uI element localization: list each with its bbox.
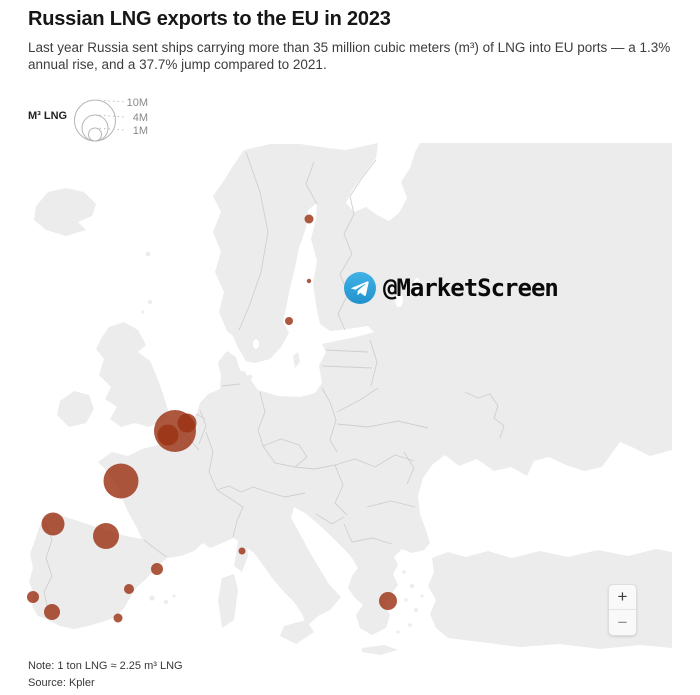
chart-subtitle: Last year Russia sent ships carrying mor… (28, 40, 671, 72)
lng-bubbles-layer (27, 214, 397, 623)
legend-unit-label: M³ LNG (28, 110, 68, 122)
lng-bubble[interactable] (113, 613, 123, 623)
lng-bubble[interactable] (93, 523, 119, 549)
lng-bubble[interactable] (44, 604, 60, 620)
island-iceland (34, 188, 96, 236)
island-sardinia (218, 574, 238, 628)
lng-bubble[interactable] (285, 317, 293, 325)
page-title: Russian LNG exports to the EU in 2023 (28, 8, 391, 30)
island-corsica (234, 540, 248, 572)
legend-leader-line (94, 114, 127, 118)
lng-bubble[interactable] (103, 463, 139, 499)
legend-leader-line (94, 127, 127, 131)
small-islands (141, 251, 424, 634)
lng-bubble[interactable] (177, 413, 197, 433)
watermark-handle: @MarketScreen (383, 274, 559, 302)
lng-bubble[interactable] (304, 214, 314, 224)
zoom-out-button[interactable]: − (609, 610, 636, 635)
lng-bubble[interactable] (306, 278, 312, 284)
island-ireland (57, 391, 94, 427)
island-great-britain (96, 322, 168, 427)
lng-bubble[interactable] (238, 547, 246, 555)
landmass-continental-europe (29, 143, 672, 635)
legend-size-label: 10M (127, 97, 148, 109)
telegram-icon (344, 272, 376, 304)
lakes (253, 278, 421, 349)
country-borders (43, 151, 505, 611)
legend-size-label: 1M (133, 125, 148, 137)
legend-leader-line (94, 99, 127, 103)
map-zoom-control: + − (608, 584, 637, 636)
lng-bubble[interactable] (27, 591, 39, 603)
zoom-in-button[interactable]: + (609, 585, 636, 610)
lng-bubble[interactable] (151, 563, 163, 575)
island-gotland (293, 352, 300, 368)
lng-bubble[interactable] (124, 584, 134, 594)
island-crete (362, 645, 398, 655)
landmasses (29, 143, 672, 655)
island-sicily (280, 620, 314, 644)
lng-bubble[interactable] (379, 592, 397, 610)
chart-source: Source: Kpler (28, 677, 95, 689)
watermark: @MarketScreen (344, 272, 559, 304)
lng-bubble[interactable] (157, 424, 179, 446)
lng-bubble[interactable] (41, 512, 65, 536)
legend-size-label: 4M (133, 112, 148, 124)
chart-note: Note: 1 ton LNG ≈ 2.25 m³ LNG (28, 660, 183, 672)
